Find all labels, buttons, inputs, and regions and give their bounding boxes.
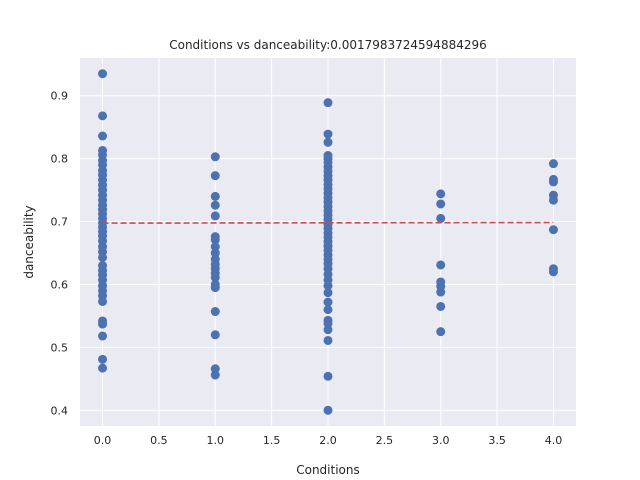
data-point [323, 288, 333, 298]
y-axis-ticks: 0.4 0.5 0.6 0.7 0.8 0.9 [51, 90, 69, 418]
data-point [98, 363, 108, 373]
data-point [210, 152, 220, 162]
data-point [436, 301, 446, 311]
data-point [436, 213, 446, 223]
data-point [98, 331, 108, 341]
x-tick-label: 2.0 [319, 434, 337, 447]
y-tick-label: 0.8 [51, 153, 69, 166]
data-point [436, 287, 446, 297]
data-point [323, 129, 333, 139]
x-tick-label: 2.5 [376, 434, 394, 447]
data-point [210, 364, 220, 374]
y-tick-label: 0.4 [51, 404, 69, 417]
data-point [436, 189, 446, 199]
x-tick-label: 0.0 [94, 434, 112, 447]
data-point [323, 325, 333, 335]
data-point [436, 199, 446, 209]
data-point [210, 191, 220, 201]
trend-line [102, 221, 554, 224]
x-tick-label: 4.0 [545, 434, 563, 447]
data-point [210, 200, 220, 210]
x-tick-label: 3.5 [488, 434, 506, 447]
data-point [323, 137, 333, 147]
data-point [98, 131, 108, 141]
data-point [323, 335, 333, 345]
y-tick-label: 0.5 [51, 341, 69, 354]
data-point [98, 111, 108, 121]
data-point [436, 327, 446, 337]
data-point [323, 405, 333, 415]
data-point [210, 370, 220, 380]
y-tick-label: 0.7 [51, 216, 69, 229]
data-point [210, 242, 220, 252]
data-point [323, 98, 333, 108]
data-point [210, 235, 220, 245]
data-points [98, 69, 558, 415]
x-tick-label: 3.0 [432, 434, 450, 447]
data-point [210, 211, 220, 221]
x-tick-label: 1.5 [263, 434, 281, 447]
x-axis-label: Conditions [296, 463, 360, 477]
y-axis-label: danceability [22, 205, 36, 278]
data-point [323, 305, 333, 315]
data-point [210, 248, 220, 258]
data-point [548, 195, 558, 205]
data-point [98, 319, 108, 329]
data-point [323, 318, 333, 328]
x-tick-label: 0.5 [150, 434, 168, 447]
data-point [323, 281, 333, 291]
data-point [210, 273, 220, 283]
data-point [436, 260, 446, 270]
data-point [548, 225, 558, 235]
x-axis-ticks: 0.0 0.5 1.0 1.5 2.0 2.5 3.0 3.5 4.0 [94, 434, 562, 447]
data-point [98, 252, 108, 262]
chart-title: Conditions vs danceability:0.00179837245… [169, 38, 487, 52]
data-point [548, 267, 558, 277]
data-point [98, 354, 108, 364]
data-point [548, 177, 558, 187]
data-point [210, 330, 220, 340]
data-point [210, 171, 220, 181]
data-point [210, 283, 220, 293]
x-tick-label: 1.0 [207, 434, 225, 447]
data-point [548, 159, 558, 169]
y-tick-label: 0.6 [51, 278, 69, 291]
y-tick-label: 0.9 [51, 90, 69, 103]
data-point [98, 296, 108, 306]
data-point [323, 297, 333, 307]
trend-line-group [102, 221, 554, 224]
data-point [323, 371, 333, 381]
data-point [210, 307, 220, 317]
data-point [98, 69, 108, 79]
